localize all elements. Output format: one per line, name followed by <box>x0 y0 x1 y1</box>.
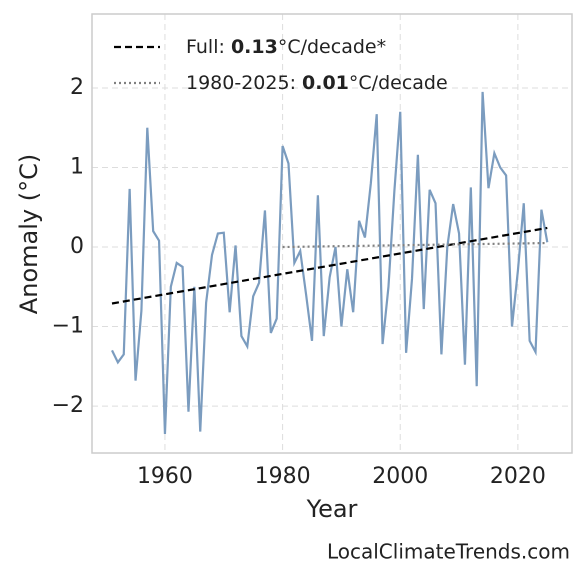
data-line <box>111 91 549 434</box>
y-tick-label: 1 <box>70 154 84 179</box>
legend-suffix: °C/decade <box>349 72 448 94</box>
x-tick-label: 2020 <box>490 464 546 489</box>
plot-frame <box>91 13 573 454</box>
y-axis-label: Anomaly (°C) <box>15 154 43 314</box>
legend-rate: 0.13 <box>231 36 278 58</box>
trend-line <box>282 241 548 249</box>
x-tick-label: 1960 <box>137 464 193 489</box>
y-tick-label: −2 <box>52 393 84 418</box>
legend-label: 1980-2025: 0.01°C/decade <box>186 72 448 94</box>
y-tick-label: 0 <box>70 234 84 259</box>
trend-line <box>111 226 548 305</box>
legend-prefix: 1980-2025: <box>186 72 302 94</box>
x-axis-label: Year <box>306 495 358 523</box>
legend-rate: 0.01 <box>302 72 349 94</box>
x-tick-label: 2000 <box>372 464 428 489</box>
legend-label: Full: 0.13°C/decade* <box>186 36 386 58</box>
source: LocalClimateTrends.com <box>327 540 570 564</box>
y-tick-label: −1 <box>52 314 84 339</box>
x-tick-label: 1980 <box>255 464 311 489</box>
legend-prefix: Full: <box>186 36 231 58</box>
y-tick-label: 2 <box>70 75 84 100</box>
legend-suffix: °C/decade* <box>278 36 386 58</box>
